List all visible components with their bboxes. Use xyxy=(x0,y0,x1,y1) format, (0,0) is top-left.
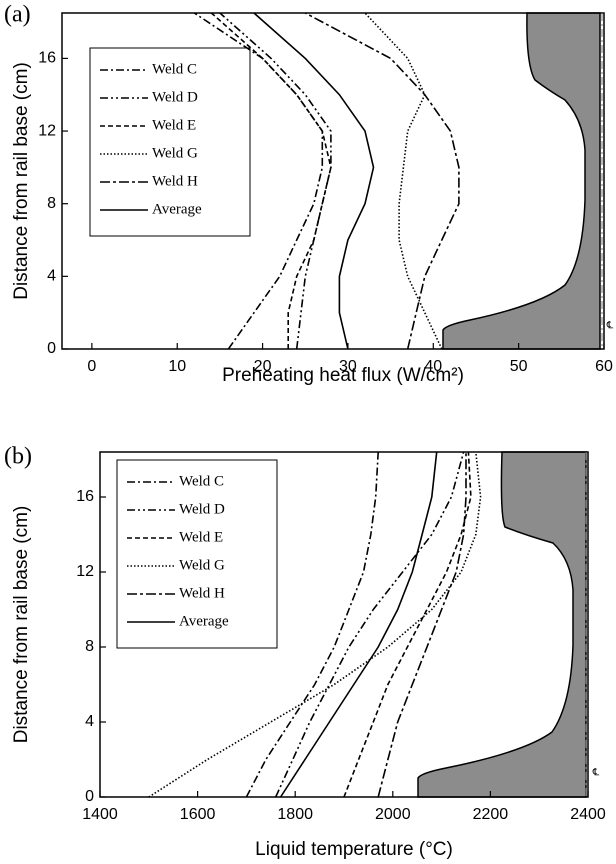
panel-label: (a) xyxy=(4,2,31,28)
x-tick-label: 0 xyxy=(87,358,96,375)
data-line xyxy=(219,12,332,350)
centerline-label: ℄ xyxy=(606,321,614,332)
x-axis-title: Preheating heat flux (W/cm²) xyxy=(222,365,464,386)
y-tick-label: 16 xyxy=(76,488,94,505)
legend-label: Weld D xyxy=(152,89,198,105)
x-tick-label: 1400 xyxy=(82,806,118,823)
x-tick-label: 20 xyxy=(254,358,272,375)
legend-label: Average xyxy=(152,201,202,217)
legend-label: Weld E xyxy=(179,529,223,545)
data-line xyxy=(279,451,438,798)
y-tick-label: 12 xyxy=(38,122,56,139)
legend-label: Weld H xyxy=(152,173,198,189)
data-line xyxy=(377,452,467,798)
legend-label: Weld C xyxy=(179,473,224,489)
x-tick-label: 1800 xyxy=(277,806,313,823)
legend-label: Weld D xyxy=(179,501,225,517)
y-axis-title: Distance from rail base (cm) xyxy=(11,506,32,744)
legend-label: Weld G xyxy=(179,557,225,573)
y-tick-label: 12 xyxy=(76,563,94,580)
legend-label: Weld C xyxy=(152,61,197,77)
data-line xyxy=(343,451,472,798)
x-tick-label: 30 xyxy=(339,358,357,375)
legend-label: Average xyxy=(179,613,229,629)
legend-label: Weld H xyxy=(179,585,225,601)
x-tick-label: 40 xyxy=(424,358,442,375)
legend-label: Weld E xyxy=(152,117,196,133)
legend-box xyxy=(116,459,278,649)
y-tick-label: 4 xyxy=(47,268,56,285)
data-line xyxy=(364,12,443,350)
panel-label: (b) xyxy=(4,444,32,470)
data-line xyxy=(148,451,482,798)
rail-profile xyxy=(442,12,601,350)
x-tick-label: 60 xyxy=(595,358,613,375)
x-tick-label: 10 xyxy=(168,358,186,375)
data-line xyxy=(193,12,324,350)
x-tick-label: 2000 xyxy=(375,806,411,823)
y-axis-title: Distance from rail base (cm) xyxy=(11,62,32,300)
y-tick-label: 8 xyxy=(47,195,56,212)
x-tick-label: 50 xyxy=(510,358,528,375)
y-tick-label: 4 xyxy=(85,713,94,730)
legend-box xyxy=(89,47,251,237)
data-line xyxy=(245,451,379,798)
data-line xyxy=(210,12,332,349)
y-tick-label: 16 xyxy=(38,50,56,67)
data-line xyxy=(274,451,465,798)
y-tick-label: 8 xyxy=(85,638,94,655)
legend-label: Weld G xyxy=(152,145,198,161)
plot-frame xyxy=(61,12,605,350)
centerline-label: ℄ xyxy=(592,768,600,779)
x-tick-label: 2400 xyxy=(570,806,606,823)
x-axis-title: Liquid temperature (°C) xyxy=(255,839,453,860)
y-tick-label: 0 xyxy=(47,340,56,357)
data-line xyxy=(304,12,460,350)
data-line xyxy=(253,12,375,350)
x-tick-label: 2200 xyxy=(473,806,509,823)
x-tick-label: 1600 xyxy=(180,806,216,823)
y-tick-label: 0 xyxy=(85,788,94,805)
rail-profile xyxy=(417,451,587,798)
